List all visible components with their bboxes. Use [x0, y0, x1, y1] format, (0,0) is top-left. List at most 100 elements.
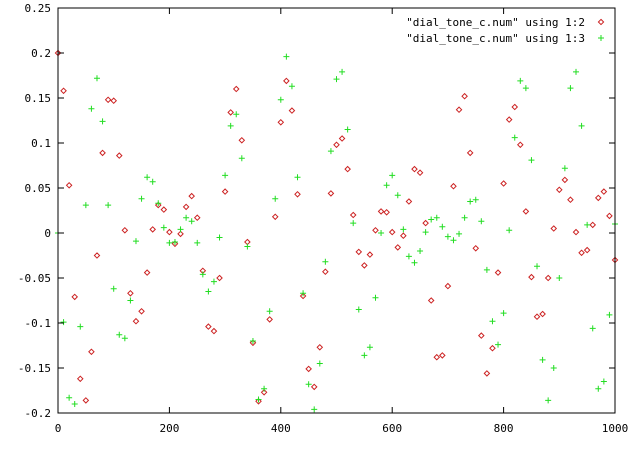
plot-marks: [54, 49, 619, 413]
data-point: [461, 214, 468, 221]
data-point: [355, 306, 362, 313]
data-point: [193, 214, 201, 222]
data-point: [372, 226, 379, 234]
data-point: [472, 244, 480, 252]
data-point: [405, 198, 413, 205]
data-point: [461, 92, 468, 100]
data-point: [589, 221, 597, 229]
data-point: [466, 149, 474, 157]
data-point: [455, 106, 463, 114]
data-point: [238, 155, 245, 162]
data-point: [283, 53, 290, 60]
data-point: [60, 87, 67, 95]
legend-label: "dial_tone_c.num" using 1:3: [406, 32, 585, 45]
data-point: [339, 68, 346, 75]
series-2: [55, 53, 618, 413]
data-point: [539, 310, 546, 318]
data-point: [338, 135, 346, 142]
data-point: [305, 381, 312, 388]
data-point: [444, 282, 452, 290]
data-point: [400, 226, 407, 233]
data-point: [573, 68, 580, 75]
data-point: [361, 352, 368, 359]
data-point: [556, 275, 563, 281]
data-point: [366, 344, 373, 351]
data-point: [177, 230, 184, 238]
data-point: [450, 237, 457, 244]
data-point: [260, 388, 268, 396]
data-point: [144, 174, 151, 181]
data-point: [316, 360, 323, 367]
x-tick-label: 600: [382, 422, 402, 435]
data-point: [60, 319, 67, 326]
data-point: [221, 188, 229, 195]
data-point: [494, 269, 502, 276]
data-point: [93, 75, 100, 82]
data-point: [506, 227, 513, 234]
data-point: [589, 325, 596, 332]
data-point: [428, 216, 435, 223]
data-point: [594, 194, 602, 202]
y-tick-label: -0.1: [25, 317, 52, 330]
data-point: [266, 308, 273, 315]
data-point: [600, 378, 607, 385]
data-point: [205, 288, 212, 295]
y-tick-label: 0.05: [25, 182, 52, 195]
series-1: [54, 49, 619, 405]
data-point: [132, 238, 139, 245]
data-point: [166, 239, 173, 246]
x-tick-label: 0: [55, 422, 62, 435]
data-point: [271, 213, 279, 221]
data-point: [522, 208, 530, 215]
data-point: [472, 196, 479, 203]
data-point: [121, 335, 128, 342]
data-point: [355, 248, 363, 256]
data-point: [171, 240, 179, 248]
data-point: [316, 343, 324, 351]
data-point: [82, 397, 90, 404]
data-point: [383, 208, 390, 216]
data-point: [127, 297, 134, 304]
data-point: [210, 278, 217, 285]
data-point: [115, 152, 123, 159]
data-point: [456, 230, 463, 237]
data-point: [266, 316, 273, 323]
data-point: [433, 214, 440, 221]
data-point: [595, 385, 602, 392]
data-point: [528, 273, 535, 281]
data-point: [149, 178, 156, 185]
data-point: [500, 310, 507, 317]
data-point: [216, 274, 223, 282]
data-point: [583, 246, 591, 254]
data-point: [417, 248, 424, 254]
data-point: [344, 165, 351, 173]
data-point: [561, 165, 568, 172]
data-point: [372, 294, 379, 301]
data-point: [383, 182, 390, 189]
data-point: [210, 327, 218, 335]
data-point: [522, 85, 529, 92]
data-point: [222, 172, 229, 179]
data-point: [511, 103, 519, 111]
data-point: [600, 188, 608, 195]
legend: "dial_tone_c.num" using 1:2 "dial_tone_c.…: [406, 16, 605, 45]
data-point: [160, 224, 167, 231]
data-point: [104, 96, 112, 104]
data-point: [143, 269, 151, 276]
data-point: [388, 228, 396, 236]
y-tick-label: 0.25: [25, 2, 52, 15]
data-point: [188, 192, 195, 200]
data-point: [478, 218, 485, 225]
data-point: [361, 262, 368, 269]
data-point: [544, 274, 552, 282]
data-point: [550, 365, 557, 371]
data-point: [171, 239, 178, 245]
data-point: [584, 221, 591, 228]
data-point: [233, 111, 240, 118]
data-point: [467, 198, 474, 205]
data-point: [99, 118, 106, 125]
y-tick-label: -0.05: [18, 272, 51, 285]
data-point: [377, 208, 385, 215]
data-point: [511, 134, 518, 141]
data-point: [93, 252, 101, 259]
